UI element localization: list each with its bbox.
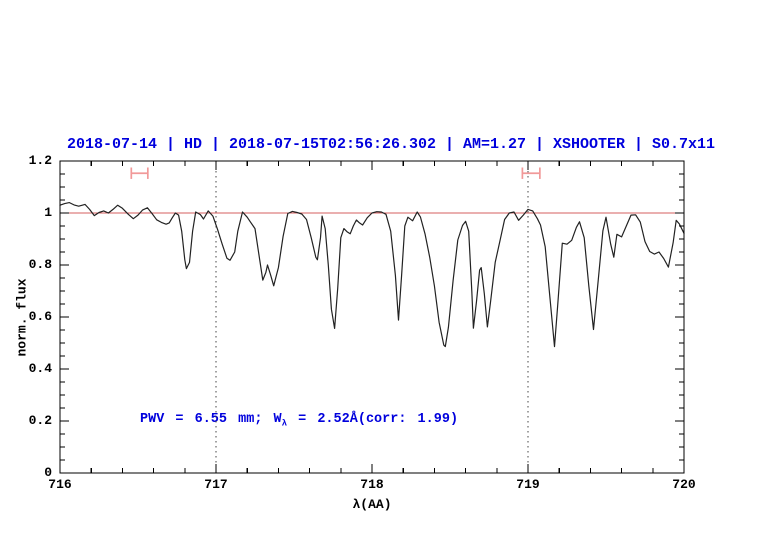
pwv-annotation-prefix: PWV = 6.55 mm; W <box>140 412 282 427</box>
range-marker <box>130 167 149 179</box>
pwv-annotation: PWV = 6.55 mm; Wλ = 2.52Å(corr: 1.99) <box>140 412 458 429</box>
x-tick-label: 720 <box>672 477 696 492</box>
y-tick-label: 0.2 <box>28 413 52 428</box>
lambda-subscript: λ <box>281 418 288 429</box>
y-tick-label: 0 <box>44 465 52 480</box>
y-tick-label: 0.4 <box>28 361 52 376</box>
spectrum-line <box>59 202 685 348</box>
x-tick-label: 717 <box>204 477 228 492</box>
range-marker <box>521 167 541 179</box>
axis-ticks <box>60 161 684 473</box>
plot-title: 2018-07-14 | HD | 2018-07-15T02:56:26.30… <box>66 136 716 153</box>
x-tick-label: 718 <box>360 477 384 492</box>
pwv-annotation-suffix: = 2.52Å(corr: 1.99) <box>287 412 459 427</box>
x-tick-label: 716 <box>48 477 72 492</box>
x-tick-label: 719 <box>516 477 540 492</box>
plot-frame <box>59 160 685 474</box>
y-tick-label: 0.8 <box>28 257 52 272</box>
y-tick-label: 1 <box>44 205 52 220</box>
x-axis-label: λ(AA) <box>352 497 392 512</box>
y-tick-label: 1.2 <box>28 153 52 168</box>
y-tick-label: 0.6 <box>28 309 52 324</box>
